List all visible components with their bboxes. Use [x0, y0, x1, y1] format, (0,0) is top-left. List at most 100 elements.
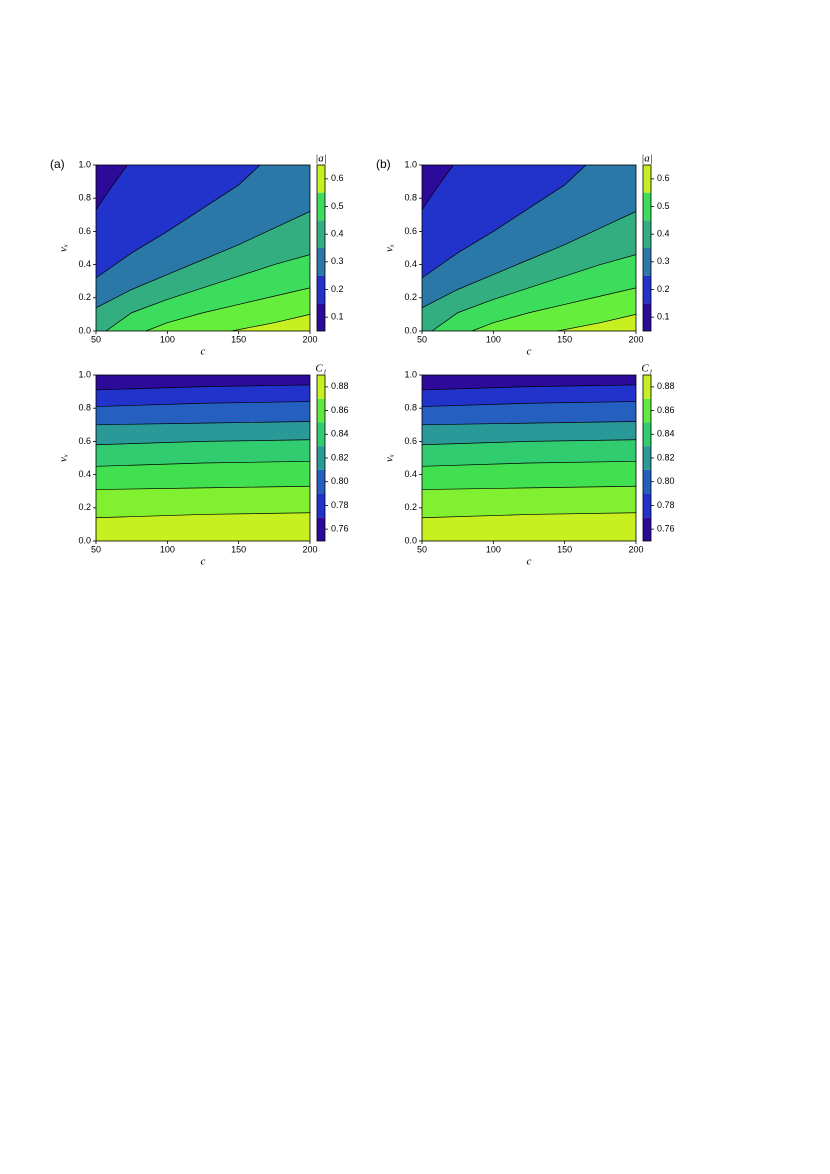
colorbar-tick-label: 0.82	[657, 452, 675, 462]
contour-line	[96, 512, 310, 519]
colorbar-band	[317, 398, 325, 423]
y-tick-label: 0.0	[78, 535, 91, 545]
contour-fill	[471, 287, 636, 331]
y-tick-label: 0.6	[78, 436, 91, 446]
colorbar-band	[317, 275, 325, 304]
contour-line	[96, 401, 310, 407]
x-tick-label: 100	[486, 334, 501, 344]
y-tick-label: 0.4	[78, 469, 91, 479]
contour-fill	[557, 314, 636, 331]
colorbar-tick-label: 0.4	[657, 229, 670, 239]
colorbar-frame	[642, 164, 652, 332]
colorbar-tick-label: 0.6	[331, 173, 344, 183]
colorbar-band	[317, 517, 325, 541]
panel-label: (b)	[376, 157, 391, 171]
contour-line	[96, 384, 310, 391]
colorbar-label: C₁	[315, 363, 326, 375]
colorbar-band	[643, 493, 651, 518]
colorbar-tick-label: 0.2	[331, 284, 344, 294]
colorbar-tick-label: 0.6	[657, 173, 670, 183]
plot-frame	[421, 164, 637, 332]
contour-line	[105, 254, 310, 331]
y-tick-label: 0.0	[404, 535, 417, 545]
contour-line	[422, 512, 636, 519]
plot-area	[96, 165, 310, 331]
colorbar-label: |a|	[641, 153, 653, 165]
x-tick-label: 150	[231, 334, 246, 344]
contour-fill	[145, 287, 310, 331]
colorbar-band	[317, 165, 325, 193]
y-tick-label: 0.6	[404, 436, 417, 446]
y-axis-label: vₓ	[384, 244, 396, 252]
colorbar-tick-label: 0.2	[657, 284, 670, 294]
y-tick-label: 0.4	[404, 469, 417, 479]
x-tick-label: 150	[557, 544, 572, 554]
contour-line	[422, 421, 636, 426]
colorbar-tick-label: 0.76	[331, 524, 349, 534]
contour-fill	[422, 512, 636, 541]
y-tick-label: 0.4	[78, 259, 91, 269]
contour-line	[422, 485, 636, 490]
plot: 50 100 150 200 0.0 0.2 0.4 0.6 0.8 1.0 c vₓ (b) 0.1 0.…	[376, 153, 670, 358]
colorbar-band	[317, 192, 325, 221]
y-tick-label: 1.0	[78, 369, 91, 379]
y-axis-label: vₓ	[58, 454, 70, 462]
colorbar-band	[643, 303, 651, 331]
y-tick-label: 1.0	[78, 159, 91, 169]
colorbar-band	[317, 469, 325, 494]
contour-line	[422, 211, 636, 309]
colorbar-tick-label: 0.4	[331, 229, 344, 239]
y-tick-label: 1.0	[404, 159, 417, 169]
contour-line	[422, 384, 636, 391]
colorbar-band	[317, 248, 325, 276]
plot-area	[422, 375, 636, 541]
colorbar-tick-label: 0.88	[331, 381, 349, 391]
x-tick-label: 200	[628, 334, 643, 344]
colorbar-tick-label: 0.78	[331, 500, 349, 510]
colorbar-band	[643, 398, 651, 423]
y-tick-label: 0.2	[404, 502, 417, 512]
colorbar-tick-label: 0.78	[657, 500, 675, 510]
plot-area	[96, 375, 310, 541]
colorbar-tick-label: 0.5	[657, 201, 670, 211]
contour-line	[431, 254, 636, 331]
y-tick-label: 0.2	[404, 292, 417, 302]
contour-line	[96, 165, 261, 279]
colorbar-tick-label: 0.88	[657, 381, 675, 391]
contour-line	[557, 314, 636, 331]
y-tick-label: 0.8	[78, 193, 91, 203]
x-tick-label: 150	[557, 334, 572, 344]
x-tick-label: 200	[628, 544, 643, 554]
colorbar-band	[317, 303, 325, 331]
panel-label: (a)	[50, 157, 65, 171]
contour-line	[96, 485, 310, 490]
x-tick-label: 100	[486, 544, 501, 554]
colorbar-band	[643, 422, 651, 447]
colorbar-label: |a|	[315, 153, 327, 165]
colorbar-tick-label: 0.86	[331, 405, 349, 415]
colorbar-band	[317, 493, 325, 518]
plot-frame	[95, 164, 311, 332]
contour-line	[96, 439, 310, 446]
contour-fill	[96, 512, 310, 541]
y-tick-label: 0.4	[404, 259, 417, 269]
x-axis-label: c	[527, 556, 532, 568]
y-tick-label: 0.0	[404, 325, 417, 335]
y-tick-label: 0.2	[78, 292, 91, 302]
x-tick-label: 50	[417, 334, 427, 344]
y-tick-label: 0.8	[404, 403, 417, 413]
y-tick-label: 0.8	[78, 403, 91, 413]
colorbar-tick-label: 0.84	[331, 429, 349, 439]
colorbar-tick-label: 0.3	[657, 256, 670, 266]
plot-frame	[95, 374, 311, 542]
contour-line	[422, 401, 636, 407]
colorbar-band	[643, 220, 651, 248]
x-tick-label: 50	[91, 544, 101, 554]
colorbar-tick-label: 0.1	[331, 312, 344, 322]
colorbar-band	[317, 375, 325, 399]
contour-line	[422, 165, 587, 279]
colorbar-tick-label: 0.80	[657, 476, 675, 486]
colorbar-tick-label: 0.76	[657, 524, 675, 534]
colorbar-tick-label: 0.82	[331, 452, 349, 462]
